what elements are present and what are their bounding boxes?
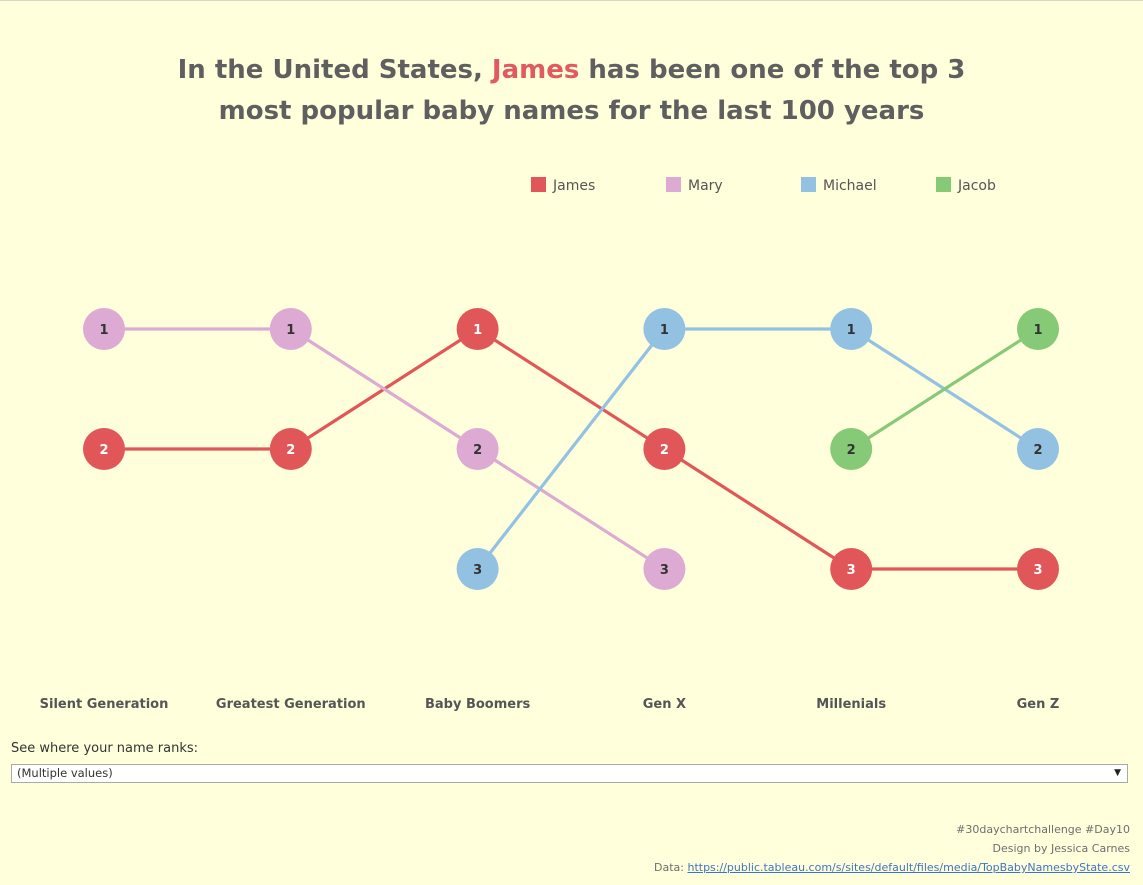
point-michael-gen-x[interactable]: 1: [643, 308, 686, 350]
legend-label: Mary: [688, 178, 723, 194]
title-post: has been one of the top 3: [579, 55, 966, 85]
point-mary-gen-x[interactable]: 3: [643, 548, 686, 590]
point-michael-baby-boomers[interactable]: 3: [456, 548, 499, 590]
legend-item-james[interactable]: James: [531, 177, 595, 194]
legend-label: Jacob: [957, 178, 996, 194]
legend-swatch: [801, 177, 816, 192]
rank-label: 1: [660, 323, 669, 338]
x-tick-millenials: Millenials: [816, 697, 886, 712]
line-james-2: [476, 327, 666, 451]
legend-label: Michael: [823, 178, 877, 194]
line-james-3: [663, 447, 853, 571]
rank-circle: [830, 308, 873, 350]
legend-label: James: [552, 178, 595, 194]
rank-circle: [269, 308, 312, 350]
rank-circle: [830, 548, 873, 590]
x-tick-silent-generation: Silent Generation: [40, 697, 169, 712]
line-michael-2: [476, 328, 666, 570]
line-mary-1: [289, 327, 479, 451]
rank-circle: [269, 428, 312, 470]
credit-designer: Design by Jessica Carnes: [992, 842, 1131, 855]
point-jacob-gen-z[interactable]: 1: [1017, 308, 1059, 350]
rank-label: 2: [847, 443, 856, 458]
point-michael-millenials[interactable]: 1: [830, 308, 873, 350]
point-james-gen-x[interactable]: 2: [643, 428, 686, 470]
point-mary-baby-boomers[interactable]: 2: [456, 428, 499, 470]
rank-circle: [1017, 308, 1059, 350]
point-james-silent-generation[interactable]: 2: [83, 428, 125, 470]
point-james-gen-z[interactable]: 3: [1017, 548, 1059, 590]
point-james-greatest-generation[interactable]: 2: [269, 428, 312, 470]
rank-circle: [83, 308, 125, 350]
filter-value: (Multiple values): [17, 766, 113, 780]
rank-label: 1: [847, 323, 856, 338]
rank-circle: [83, 428, 125, 470]
point-mary-silent-generation[interactable]: 1: [83, 308, 125, 350]
title-pre: In the United States,: [177, 55, 492, 85]
x-tick-gen-x: Gen X: [643, 697, 686, 712]
line-mary-2: [476, 447, 666, 571]
credit-data-source: Data: https://public.tableau.com/s/sites…: [654, 858, 1130, 877]
rank-circle: [456, 548, 499, 590]
filter-label: See where your name ranks:: [11, 741, 199, 756]
rank-circle: [643, 548, 686, 590]
rank-label: 2: [286, 443, 295, 458]
chart-title: In the United States, James has been one…: [0, 50, 1143, 132]
rank-label: 2: [473, 443, 482, 458]
point-james-millenials[interactable]: 3: [830, 548, 873, 590]
legend-swatch: [666, 177, 681, 192]
rank-label: 1: [473, 323, 482, 338]
title-line-1: In the United States, James has been one…: [0, 50, 1143, 91]
legend-item-michael[interactable]: Michael: [801, 177, 877, 194]
rank-label: 1: [99, 323, 108, 338]
dropdown-arrow-icon[interactable]: ▼: [1114, 768, 1121, 778]
legend-item-jacob[interactable]: Jacob: [936, 177, 996, 194]
rank-label: 1: [1033, 323, 1042, 338]
rank-circle: [830, 428, 873, 470]
x-tick-baby-boomers: Baby Boomers: [425, 697, 531, 712]
rank-circle: [643, 428, 686, 470]
legend-swatch: [936, 177, 951, 192]
credit-hashtag: #30daychartchallenge #Day10: [956, 823, 1130, 836]
rank-circle: [456, 428, 499, 470]
rank-circle: [643, 308, 686, 350]
rank-label: 2: [99, 443, 108, 458]
rank-label: 2: [1033, 443, 1042, 458]
point-mary-greatest-generation[interactable]: 1: [269, 308, 312, 350]
rank-circle: [1017, 428, 1059, 470]
point-jacob-millenials[interactable]: 2: [830, 428, 873, 470]
legend-item-mary[interactable]: Mary: [666, 177, 723, 194]
rank-label: 3: [660, 563, 669, 578]
title-line-2: most popular baby names for the last 100…: [218, 96, 925, 126]
rank-label: 3: [847, 563, 856, 578]
rank-label: 1: [286, 323, 295, 338]
point-james-baby-boomers[interactable]: 1: [456, 308, 499, 350]
line-jacob-4: [850, 327, 1039, 451]
rank-label: 3: [473, 563, 482, 578]
rank-label: 2: [660, 443, 669, 458]
credits: #30daychartchallenge #Day10 Design by Je…: [654, 820, 1130, 877]
title-highlight: James: [491, 55, 580, 85]
x-tick-greatest-generation: Greatest Generation: [216, 697, 366, 712]
rank-circle: [456, 308, 499, 350]
point-michael-gen-z[interactable]: 2: [1017, 428, 1059, 470]
rank-label: 3: [1033, 563, 1042, 578]
data-prefix: Data:: [654, 861, 688, 874]
legend-swatch: [531, 177, 546, 192]
top-divider: [0, 0, 1143, 1]
name-filter-dropdown[interactable]: (Multiple values) ▼: [11, 764, 1128, 783]
x-tick-gen-z: Gen Z: [1017, 697, 1060, 712]
rank-circle: [1017, 548, 1059, 590]
data-source-link[interactable]: https://public.tableau.com/s/sites/defau…: [687, 861, 1130, 874]
